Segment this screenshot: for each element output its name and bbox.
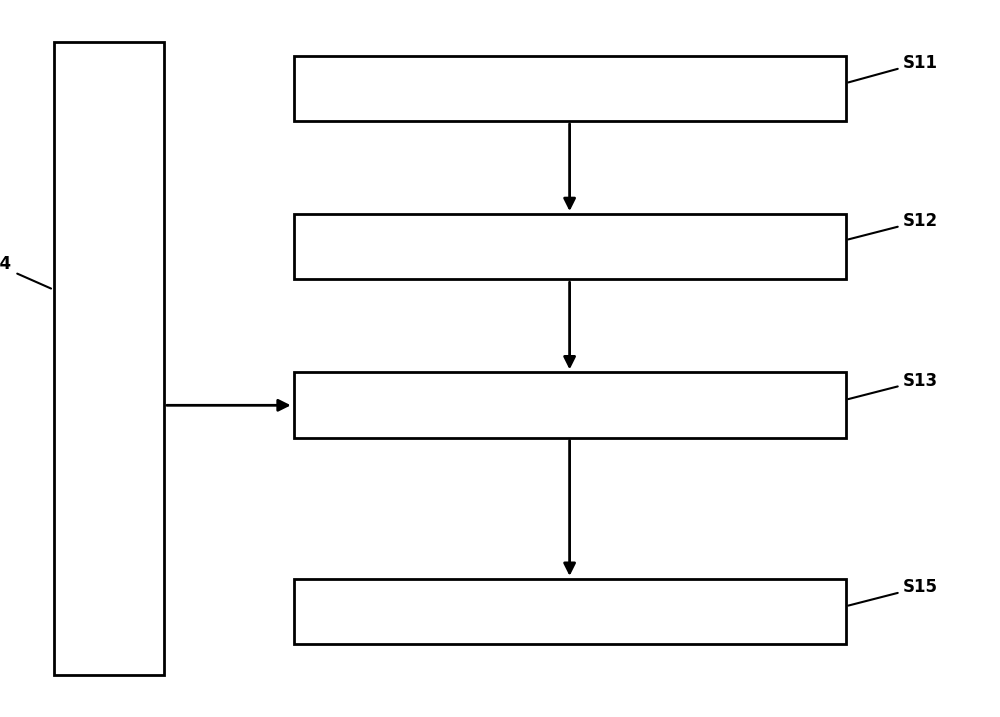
Bar bbox=[54, 42, 164, 675]
Bar bbox=[294, 214, 846, 280]
Text: S12: S12 bbox=[848, 212, 938, 239]
Bar bbox=[294, 56, 846, 121]
Text: S15: S15 bbox=[848, 578, 938, 606]
Text: S11: S11 bbox=[848, 54, 938, 82]
Text: S14: S14 bbox=[0, 255, 51, 288]
Bar bbox=[294, 372, 846, 437]
Text: S13: S13 bbox=[848, 371, 938, 399]
Bar bbox=[294, 579, 846, 644]
